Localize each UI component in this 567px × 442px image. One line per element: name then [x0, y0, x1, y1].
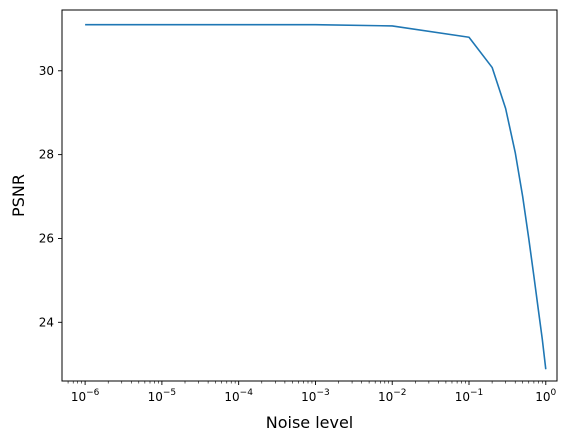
x-axis-label: Noise level: [266, 413, 354, 432]
x-tick-label-4: 10−2: [378, 388, 407, 404]
plot-area: [85, 23, 547, 370]
x-tick-label-6: 100: [535, 388, 556, 404]
y-tick-label-0: 24: [39, 315, 54, 329]
y-axis-ticks: 24 26 28 30: [39, 64, 62, 329]
plot-frame: [61, 9, 558, 382]
y-axis-label: PSNR: [9, 174, 28, 217]
y-tick-label-1: 26: [39, 231, 54, 245]
x-tick-label-0: 10−6: [71, 388, 100, 404]
y-tick-label-2: 28: [39, 148, 54, 162]
x-tick-label-5: 10−1: [455, 388, 484, 404]
series-line-0: [85, 23, 547, 370]
y-tick-label-3: 30: [39, 64, 54, 78]
x-tick-label-3: 10−3: [301, 388, 330, 404]
x-axis-ticks: 10−6 10−5 10−4 10−3 10−2 10−1 100: [67, 381, 557, 404]
x-tick-label-1: 10−5: [148, 388, 177, 404]
x-tick-label-2: 10−4: [224, 388, 253, 404]
